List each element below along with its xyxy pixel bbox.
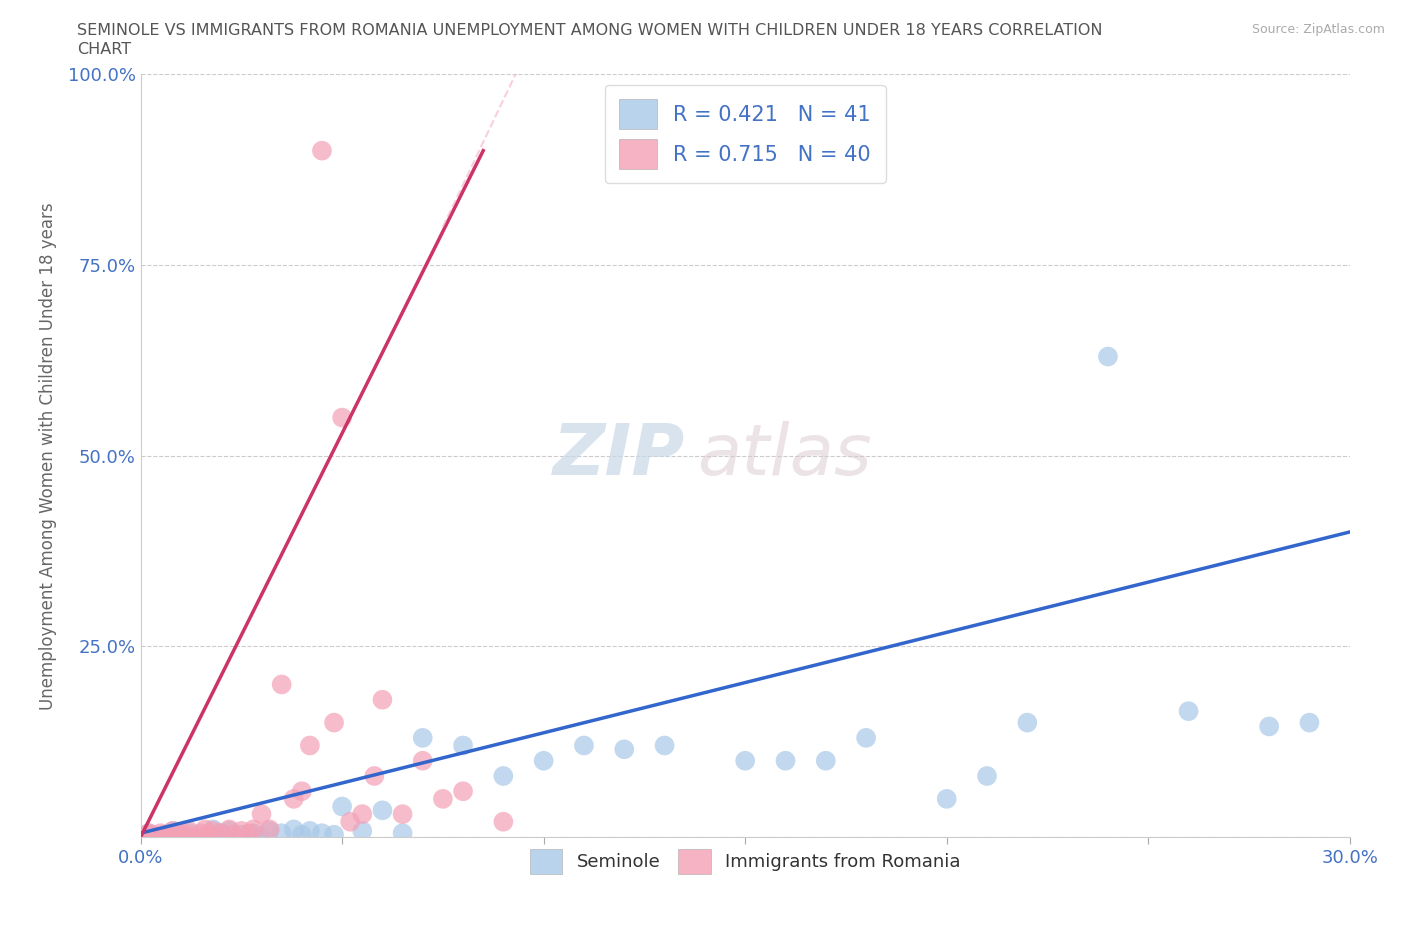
Point [451,738,474,753]
Point [283,822,305,837]
Point [371,803,394,817]
Point [162,823,184,838]
Point [734,753,756,768]
Text: atlas: atlas [697,421,872,490]
Point [142,828,165,843]
Text: ZIP: ZIP [553,421,685,490]
Point [533,753,555,768]
Point [371,692,394,707]
Point [170,828,193,843]
Point [1298,715,1320,730]
Point [138,826,160,841]
Point [976,768,998,783]
Point [145,830,167,844]
Point [238,826,260,841]
Point [177,826,200,841]
Point [218,823,240,838]
Point [190,826,212,841]
Point [935,791,957,806]
Point [311,143,333,158]
Point [209,826,232,841]
Point [311,826,333,841]
Point [1097,349,1119,364]
Point [412,730,434,745]
Point [363,768,385,783]
Point [432,791,454,806]
Point [492,768,515,783]
Point [177,823,200,838]
Point [157,830,180,844]
Point [654,738,676,753]
Point [162,823,184,838]
Point [270,826,292,841]
Point [149,830,172,844]
Point [250,806,273,821]
Point [138,826,160,841]
Legend: Seminole, Immigrants from Romania: Seminole, Immigrants from Romania [523,842,967,882]
Point [242,822,264,837]
Point [451,784,474,799]
Point [391,806,413,821]
Point [291,828,314,843]
Point [1258,719,1281,734]
Point [814,753,837,768]
Y-axis label: Unemployment Among Women with Children Under 18 years: Unemployment Among Women with Children U… [38,202,56,710]
Point [202,823,225,838]
Point [283,791,305,806]
Point [352,823,374,838]
Point [149,826,172,841]
Point [209,826,232,841]
Point [231,823,253,838]
Text: CHART: CHART [77,42,131,57]
Point [259,822,281,837]
Point [231,828,253,843]
Point [129,830,152,844]
Point [222,828,245,843]
Point [492,815,515,830]
Point [270,677,292,692]
Point [613,742,636,757]
Point [775,753,797,768]
Point [242,826,264,841]
Point [1017,715,1039,730]
Point [1177,704,1199,719]
Point [190,830,212,844]
Point [855,730,877,745]
Point [412,753,434,768]
Point [391,826,413,841]
Point [170,826,193,841]
Point [298,823,321,838]
Point [298,738,321,753]
Point [291,784,314,799]
Point [250,830,273,844]
Point [259,823,281,838]
Point [330,799,353,814]
Point [323,828,346,843]
Point [153,828,176,843]
Point [174,828,197,843]
Point [181,830,204,844]
Point [339,815,361,830]
Point [202,822,225,837]
Point [323,715,346,730]
Point [194,822,217,837]
Point [352,806,374,821]
Point [198,828,221,843]
Point [218,822,240,837]
Point [330,410,353,425]
Text: Source: ZipAtlas.com: Source: ZipAtlas.com [1251,23,1385,36]
Text: SEMINOLE VS IMMIGRANTS FROM ROMANIA UNEMPLOYMENT AMONG WOMEN WITH CHILDREN UNDER: SEMINOLE VS IMMIGRANTS FROM ROMANIA UNEM… [77,23,1102,38]
Point [572,738,595,753]
